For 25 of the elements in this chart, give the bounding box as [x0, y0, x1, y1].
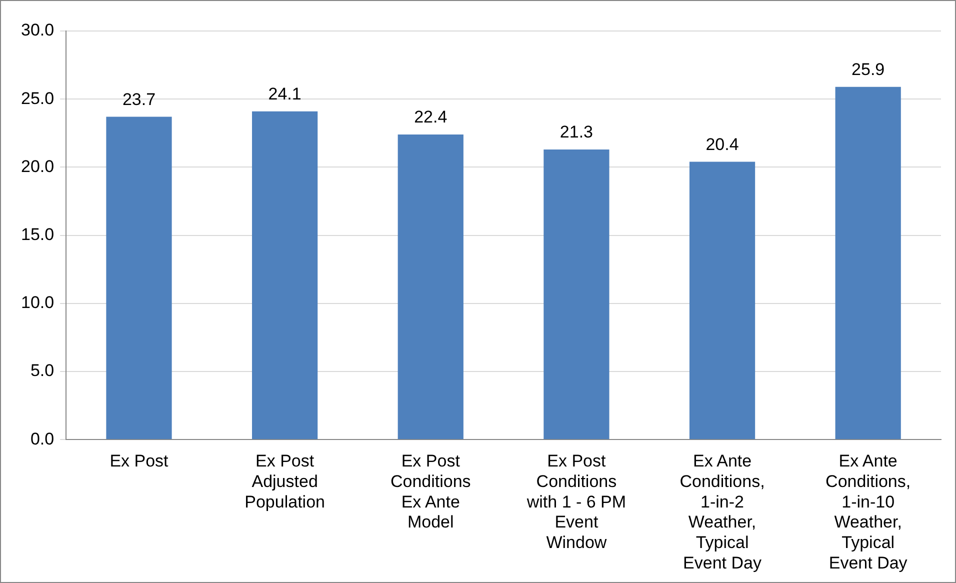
data-label: 25.9: [852, 60, 885, 80]
x-tick-label: Ex Post Conditions Ex Ante Model: [390, 451, 471, 532]
x-tick-label: Ex Ante Conditions, 1-in-10 Weather, Typical Event Day: [826, 451, 911, 572]
x-tick-label: Ex Post Adjusted Population: [244, 451, 325, 512]
bar: [835, 86, 901, 440]
bar: [398, 134, 464, 440]
data-label: 24.1: [268, 84, 302, 104]
data-label: 20.4: [706, 134, 739, 154]
y-tick-label: 5.0: [30, 361, 54, 380]
data-label: 21.3: [560, 122, 593, 142]
y-tick-label: 0.0: [30, 429, 54, 448]
bar: [106, 116, 172, 440]
y-tick-label: 25.0: [20, 88, 54, 108]
x-tick-label: Ex Post: [110, 451, 169, 470]
bar: [689, 162, 756, 440]
data-label: 23.7: [122, 90, 156, 109]
y-tick-label: 10.0: [20, 293, 54, 312]
bar: [544, 149, 610, 440]
y-tick-label: 20.0: [20, 156, 54, 176]
y-tick-label: 30.0: [20, 20, 54, 40]
data-label: 22.4: [414, 108, 448, 127]
x-tick-label: Ex Ante Conditions, 1-in-2 Weather, Typical Event Day: [680, 451, 765, 572]
y-tick-label: 15.0: [20, 224, 54, 244]
x-tick-label: Ex Post Conditions with 1 - 6 PM Event Window: [526, 451, 626, 552]
bar: [252, 111, 318, 440]
